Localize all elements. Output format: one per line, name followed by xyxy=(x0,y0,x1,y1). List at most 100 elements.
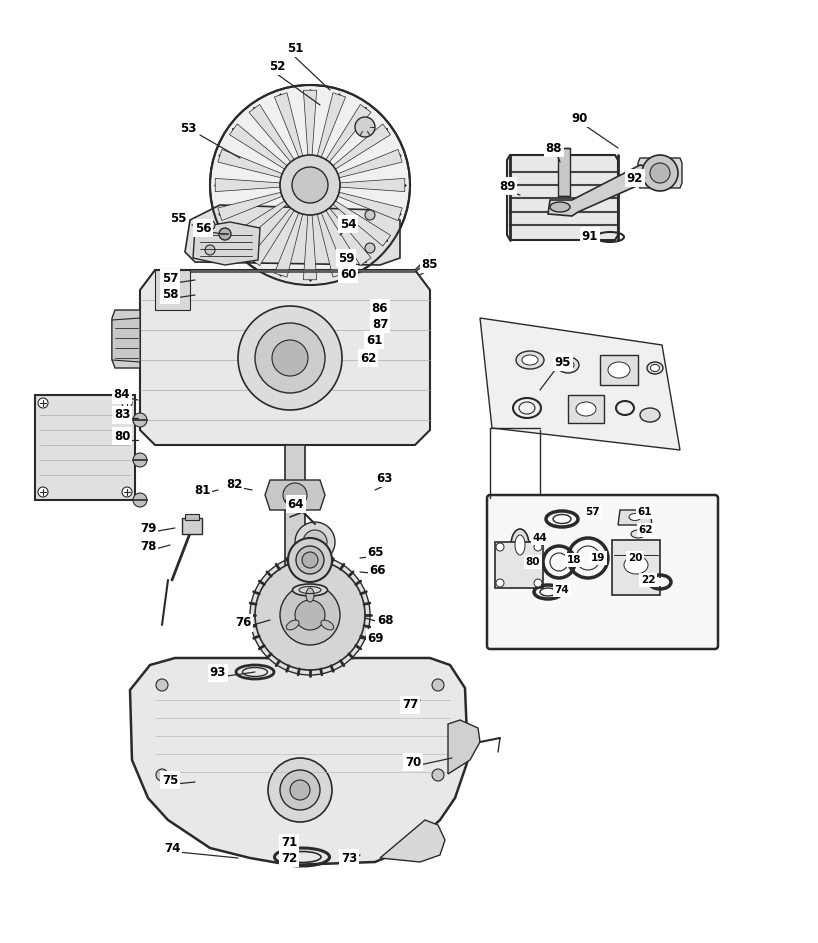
Polygon shape xyxy=(155,255,430,272)
Circle shape xyxy=(38,487,48,497)
Text: 74: 74 xyxy=(555,585,569,595)
Polygon shape xyxy=(333,124,390,169)
Polygon shape xyxy=(249,105,294,162)
Text: 62: 62 xyxy=(360,352,376,365)
Text: 80: 80 xyxy=(114,429,130,442)
Circle shape xyxy=(133,493,147,507)
Text: 92: 92 xyxy=(627,172,643,185)
Circle shape xyxy=(255,323,325,393)
Bar xyxy=(495,542,543,588)
Ellipse shape xyxy=(576,402,596,416)
Text: 22: 22 xyxy=(640,575,655,585)
Text: 87: 87 xyxy=(372,318,389,330)
Polygon shape xyxy=(229,201,287,246)
Text: 65: 65 xyxy=(368,547,384,559)
Text: 88: 88 xyxy=(546,141,562,155)
Polygon shape xyxy=(317,213,345,277)
Circle shape xyxy=(272,340,308,376)
Text: 84: 84 xyxy=(114,389,130,402)
Text: 57: 57 xyxy=(586,507,600,517)
Circle shape xyxy=(133,453,147,467)
Polygon shape xyxy=(218,149,282,177)
Polygon shape xyxy=(155,270,190,310)
Polygon shape xyxy=(229,124,287,169)
Circle shape xyxy=(355,117,375,137)
Circle shape xyxy=(296,546,324,574)
Bar xyxy=(35,395,135,500)
Ellipse shape xyxy=(608,362,630,378)
Ellipse shape xyxy=(631,530,645,538)
Bar xyxy=(285,445,305,565)
Circle shape xyxy=(303,530,327,554)
Text: 64: 64 xyxy=(288,498,304,510)
Text: 58: 58 xyxy=(162,289,178,302)
Polygon shape xyxy=(215,178,280,191)
Polygon shape xyxy=(185,205,400,265)
Circle shape xyxy=(156,679,168,691)
Text: 75: 75 xyxy=(162,773,178,786)
Circle shape xyxy=(432,679,444,691)
Polygon shape xyxy=(618,510,652,525)
Text: 68: 68 xyxy=(377,614,393,626)
Circle shape xyxy=(302,552,318,568)
Text: 90: 90 xyxy=(572,111,588,124)
Ellipse shape xyxy=(511,529,529,561)
Bar xyxy=(182,518,202,534)
Bar xyxy=(558,148,570,196)
Polygon shape xyxy=(480,318,680,450)
Text: 71: 71 xyxy=(281,836,297,850)
Polygon shape xyxy=(274,213,303,277)
Circle shape xyxy=(255,560,365,670)
Text: 74: 74 xyxy=(164,841,180,854)
Polygon shape xyxy=(548,165,655,216)
Circle shape xyxy=(496,543,504,551)
Circle shape xyxy=(280,770,320,810)
Circle shape xyxy=(642,155,678,191)
Circle shape xyxy=(280,585,340,645)
Text: 59: 59 xyxy=(338,252,354,264)
Text: 60: 60 xyxy=(339,268,356,280)
Text: 85: 85 xyxy=(422,257,438,271)
Circle shape xyxy=(496,579,504,587)
Polygon shape xyxy=(303,215,317,280)
Text: 44: 44 xyxy=(533,533,547,543)
Polygon shape xyxy=(448,720,480,774)
Text: 53: 53 xyxy=(180,122,196,135)
Polygon shape xyxy=(130,658,468,865)
Bar xyxy=(612,540,660,595)
Ellipse shape xyxy=(624,556,648,574)
Polygon shape xyxy=(507,155,618,240)
FancyBboxPatch shape xyxy=(487,495,718,649)
Circle shape xyxy=(365,243,375,253)
Ellipse shape xyxy=(557,357,579,373)
Bar xyxy=(600,355,638,385)
Circle shape xyxy=(219,228,231,240)
Circle shape xyxy=(288,538,332,582)
Circle shape xyxy=(156,769,168,781)
Circle shape xyxy=(295,600,325,630)
Text: 55: 55 xyxy=(170,212,187,225)
Ellipse shape xyxy=(562,360,574,370)
Text: 81: 81 xyxy=(194,484,210,497)
Circle shape xyxy=(268,758,332,822)
Ellipse shape xyxy=(306,588,314,602)
Text: 57: 57 xyxy=(162,272,178,285)
Ellipse shape xyxy=(516,351,544,369)
Polygon shape xyxy=(249,208,294,266)
Circle shape xyxy=(534,579,542,587)
Text: 91: 91 xyxy=(582,229,598,242)
Text: 62: 62 xyxy=(639,525,654,535)
Ellipse shape xyxy=(550,202,570,212)
Circle shape xyxy=(295,522,335,562)
Bar xyxy=(185,514,199,520)
Ellipse shape xyxy=(647,362,663,374)
Text: 93: 93 xyxy=(209,667,227,680)
Circle shape xyxy=(210,85,410,285)
Polygon shape xyxy=(326,208,371,266)
Text: 51: 51 xyxy=(287,41,303,55)
Text: 18: 18 xyxy=(567,555,582,565)
Text: 72: 72 xyxy=(281,852,297,865)
Text: 86: 86 xyxy=(371,302,389,315)
Bar xyxy=(568,395,604,423)
Polygon shape xyxy=(112,318,140,362)
